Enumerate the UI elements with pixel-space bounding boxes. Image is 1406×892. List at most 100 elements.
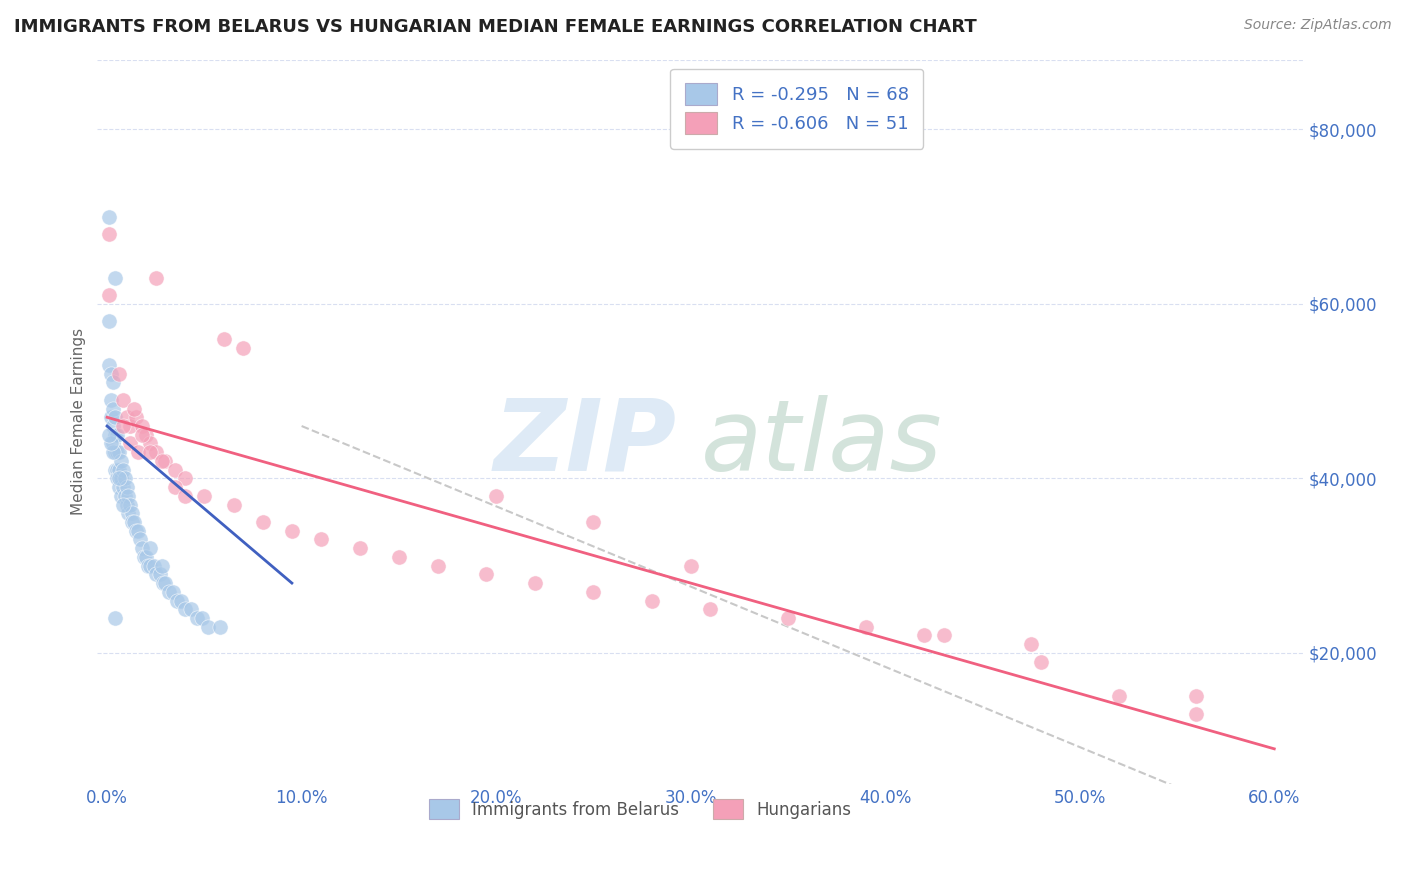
Point — [114, 471, 136, 485]
Point — [131, 541, 153, 556]
Point — [1029, 655, 1052, 669]
Point — [139, 558, 162, 573]
Legend: Immigrants from Belarus, Hungarians: Immigrants from Belarus, Hungarians — [422, 792, 858, 826]
Point — [349, 541, 371, 556]
Point — [139, 445, 162, 459]
Point — [124, 401, 146, 416]
Y-axis label: Median Female Earnings: Median Female Earnings — [72, 328, 86, 516]
Text: IMMIGRANTS FROM BELARUS VS HUNGARIAN MEDIAN FEMALE EARNINGS CORRELATION CHART: IMMIGRANTS FROM BELARUS VS HUNGARIAN MED… — [14, 18, 977, 36]
Point — [388, 549, 411, 564]
Point — [98, 288, 121, 302]
Point — [120, 498, 142, 512]
Point — [1185, 706, 1208, 721]
Point — [145, 270, 167, 285]
Point — [127, 524, 149, 538]
Point — [104, 445, 127, 459]
Point — [117, 506, 139, 520]
Point — [135, 427, 157, 442]
Point — [212, 332, 235, 346]
Point — [98, 358, 121, 372]
Point — [150, 454, 173, 468]
Point — [582, 584, 605, 599]
Point — [100, 392, 122, 407]
Point — [125, 524, 148, 538]
Point — [208, 620, 231, 634]
Point — [139, 541, 162, 556]
Point — [98, 210, 121, 224]
Point — [104, 463, 127, 477]
Point — [111, 392, 134, 407]
Point — [157, 584, 180, 599]
Point — [111, 463, 134, 477]
Point — [191, 611, 214, 625]
Point — [107, 480, 129, 494]
Text: atlas: atlas — [700, 395, 942, 491]
Point — [165, 463, 187, 477]
Point — [101, 376, 124, 390]
Point — [197, 620, 219, 634]
Point — [145, 445, 167, 459]
Point — [100, 367, 122, 381]
Point — [114, 489, 136, 503]
Point — [309, 533, 332, 547]
Point — [107, 471, 129, 485]
Point — [101, 401, 124, 416]
Point — [232, 341, 254, 355]
Point — [121, 506, 143, 520]
Point — [139, 436, 162, 450]
Point — [150, 558, 173, 573]
Text: Source: ZipAtlas.com: Source: ZipAtlas.com — [1244, 18, 1392, 32]
Point — [98, 227, 121, 241]
Point — [120, 436, 142, 450]
Point — [98, 427, 121, 442]
Point — [174, 602, 197, 616]
Point — [132, 549, 155, 564]
Point — [142, 558, 165, 573]
Point — [104, 427, 127, 442]
Point — [426, 558, 449, 573]
Point — [115, 498, 138, 512]
Point — [129, 533, 152, 547]
Point — [135, 549, 157, 564]
Point — [111, 419, 134, 434]
Point — [174, 471, 197, 485]
Point — [98, 314, 121, 328]
Point — [131, 419, 153, 434]
Point — [105, 463, 128, 477]
Point — [104, 611, 127, 625]
Point — [101, 445, 124, 459]
Point — [121, 515, 143, 529]
Point — [100, 436, 122, 450]
Point — [149, 567, 172, 582]
Point — [120, 419, 142, 434]
Point — [174, 489, 197, 503]
Point — [475, 567, 498, 582]
Point — [524, 576, 547, 591]
Point — [180, 602, 202, 616]
Point — [1108, 690, 1130, 704]
Point — [110, 489, 132, 503]
Point — [252, 515, 274, 529]
Point — [115, 410, 138, 425]
Point — [170, 593, 193, 607]
Point — [1019, 637, 1042, 651]
Point — [131, 427, 153, 442]
Point — [776, 611, 799, 625]
Point — [105, 471, 128, 485]
Point — [110, 471, 132, 485]
Point — [145, 567, 167, 582]
Point — [162, 584, 184, 599]
Point — [117, 489, 139, 503]
Point — [1185, 690, 1208, 704]
Point — [125, 410, 148, 425]
Point — [107, 463, 129, 477]
Point — [932, 628, 955, 642]
Point — [115, 480, 138, 494]
Point — [111, 498, 134, 512]
Point — [104, 270, 127, 285]
Point — [699, 602, 721, 616]
Point — [186, 611, 208, 625]
Point — [281, 524, 304, 538]
Point — [136, 558, 159, 573]
Point — [110, 454, 132, 468]
